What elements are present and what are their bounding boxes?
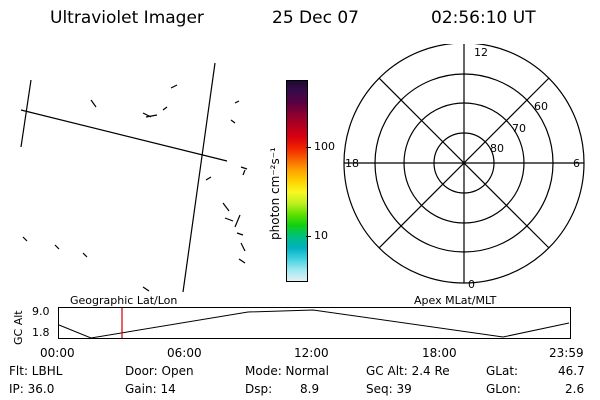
y-tick-1-8: 1.8 (32, 326, 50, 339)
x-tick-2359: 23:59 (549, 346, 584, 360)
mlt-label-18: 18 (345, 157, 359, 170)
x-tick-0000: 00:00 (40, 346, 75, 360)
ip-status: IP: 36.0 (9, 382, 55, 396)
y-tick-9-0: 9.0 (32, 305, 50, 318)
dsp-label: Dsp: (245, 382, 273, 396)
x-tick-1200: 12:00 (294, 346, 329, 360)
colorbar-tick-mark (306, 147, 311, 148)
gain-status: Gain: 14 (125, 382, 176, 396)
seq-status: Seq: 39 (366, 382, 412, 396)
colorbar-tick-mark (306, 236, 311, 237)
glon-value: 2.6 (565, 382, 585, 396)
apex-mlat-mlt-title: Apex MLat/MLT (414, 294, 497, 307)
x-tick-0600: 06:00 (167, 346, 202, 360)
dsp-value: 8.9 (300, 382, 320, 396)
lat-label-70: 70 (512, 122, 526, 135)
gc-alt-axis-label: GC Alt (12, 310, 25, 345)
mlt-label-6: 6 (573, 157, 580, 170)
geographic-map (20, 62, 248, 293)
filter-status: Flt: LBHL (9, 364, 63, 378)
colorbar-unit-label: photon cm⁻²s⁻¹ (268, 147, 282, 240)
glat-label: GLat: (486, 364, 519, 378)
lat-label-60: 60 (534, 100, 548, 113)
colorbar-tick-100: 100 (314, 140, 335, 153)
mlt-label-12: 12 (474, 46, 488, 59)
geographic-lat-lon-title: Geographic Lat/Lon (70, 294, 178, 307)
polar-diagonal-2 (378, 77, 550, 249)
glat-value: 46.7 (558, 364, 585, 378)
time-label: 02:56:10 UT (431, 8, 536, 28)
mlt-label-0: 0 (468, 278, 475, 291)
polar-plot: 12 18 6 0 60 70 80 (343, 44, 585, 291)
map-meridian-right (182, 62, 216, 293)
altitude-curve (58, 309, 570, 339)
mode-status: Mode: Normal (245, 364, 329, 378)
colorbar-tick-10: 10 (314, 229, 328, 242)
x-tick-1800: 18:00 (422, 346, 457, 360)
colorbar (286, 80, 308, 282)
orbit-altitude-plot (58, 307, 571, 339)
orbit-plot-frame (58, 307, 571, 339)
instrument-title: Ultraviolet Imager (50, 8, 204, 28)
date-label: 25 Dec 07 (272, 8, 359, 28)
lat-label-80: 80 (490, 142, 504, 155)
map-meridian-left (20, 79, 32, 148)
map-coastline-line (20, 109, 228, 162)
door-status: Door: Open (125, 364, 194, 378)
glon-label: GLon: (486, 382, 521, 396)
gc-alt-status: GC Alt: 2.4 Re (366, 364, 450, 378)
